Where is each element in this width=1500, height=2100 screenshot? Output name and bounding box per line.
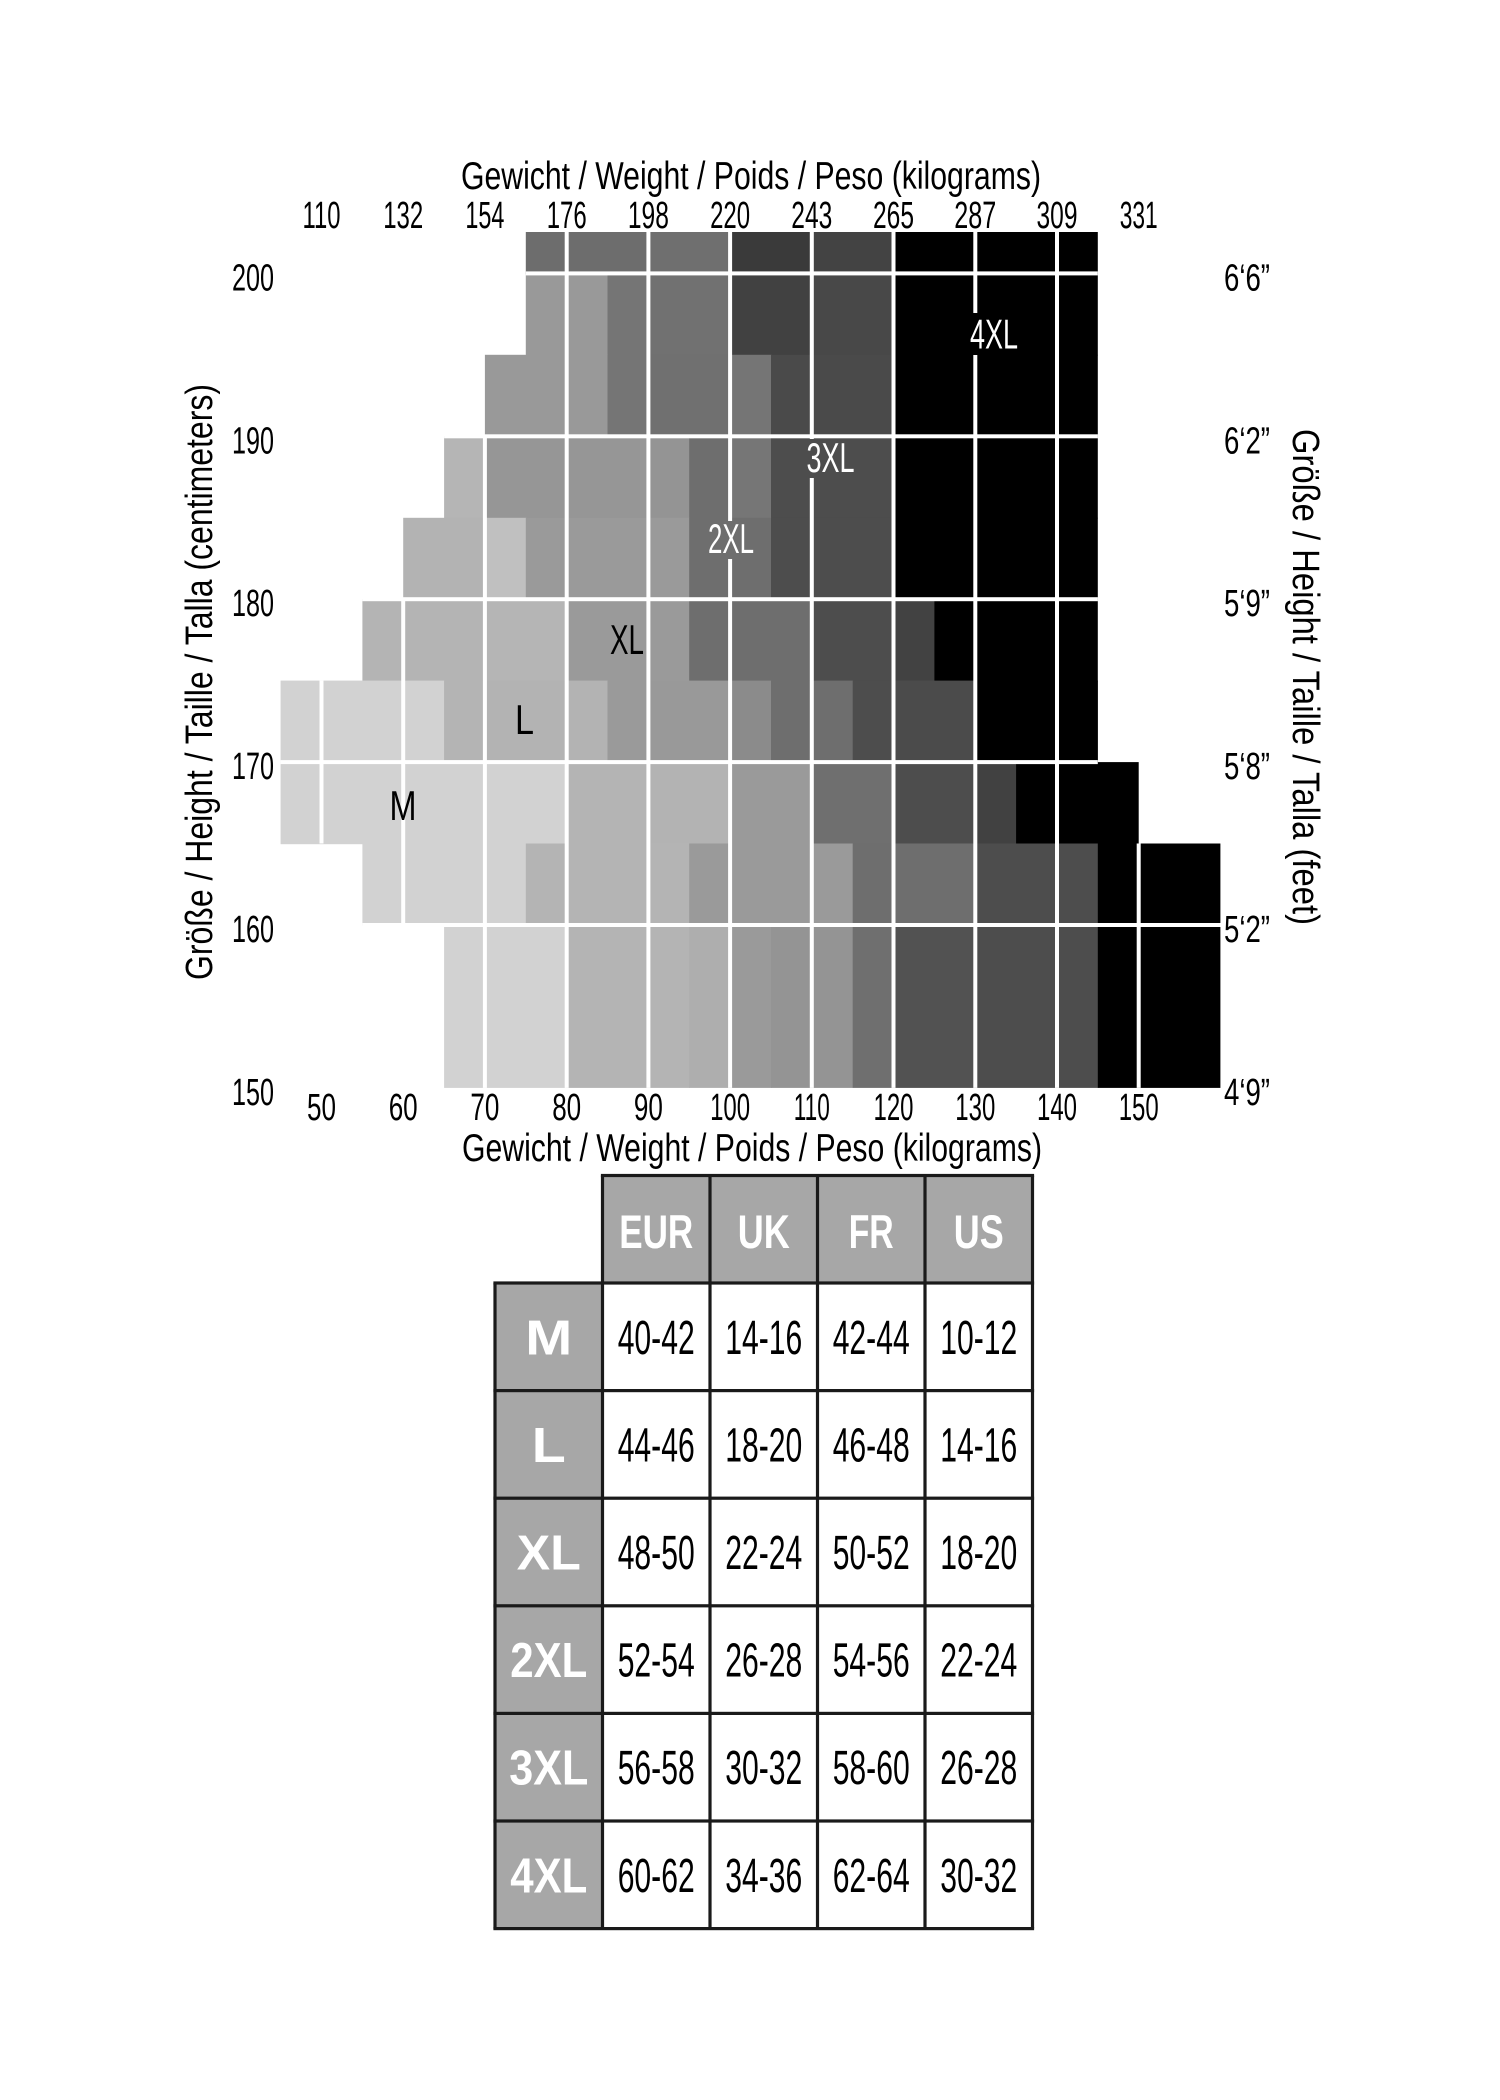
svg-text:190: 190 [232, 420, 274, 462]
svg-text:34-36: 34-36 [725, 1850, 802, 1903]
svg-text:42-44: 42-44 [833, 1312, 910, 1365]
svg-text:UK: UK [738, 1205, 790, 1258]
svg-text:54-56: 54-56 [833, 1635, 910, 1688]
svg-text:XL: XL [517, 1527, 581, 1581]
svg-text:10-12: 10-12 [940, 1312, 1017, 1365]
svg-text:44-46: 44-46 [618, 1419, 695, 1472]
svg-text:140: 140 [1037, 1087, 1077, 1129]
svg-text:309: 309 [1037, 195, 1078, 237]
svg-text:60-62: 60-62 [618, 1850, 695, 1903]
svg-text:50-52: 50-52 [833, 1527, 910, 1580]
svg-text:FR: FR [849, 1205, 894, 1258]
svg-text:14-16: 14-16 [940, 1419, 1017, 1472]
svg-text:5‘9”: 5‘9” [1224, 583, 1270, 625]
svg-text:170: 170 [232, 746, 274, 788]
svg-text:150: 150 [232, 1072, 274, 1114]
svg-text:120: 120 [874, 1087, 914, 1129]
svg-text:30-32: 30-32 [940, 1850, 1017, 1903]
svg-text:58-60: 58-60 [833, 1742, 910, 1795]
svg-text:130: 130 [955, 1087, 995, 1129]
svg-text:M: M [390, 782, 417, 829]
svg-text:14-16: 14-16 [725, 1312, 802, 1365]
svg-text:2XL: 2XL [510, 1634, 587, 1688]
svg-text:180: 180 [232, 583, 274, 625]
svg-text:2XL: 2XL [708, 515, 754, 562]
svg-text:110: 110 [794, 1087, 830, 1129]
svg-text:3XL: 3XL [509, 1742, 588, 1796]
svg-text:4XL: 4XL [970, 311, 1018, 358]
svg-text:90: 90 [634, 1087, 663, 1129]
svg-text:Größe / Height / Taille / Tall: Größe / Height / Taille / Talla (feet) [1284, 429, 1326, 925]
svg-text:48-50: 48-50 [618, 1527, 695, 1580]
svg-text:5‘8”: 5‘8” [1224, 746, 1270, 788]
svg-text:26-28: 26-28 [725, 1635, 802, 1688]
svg-text:70: 70 [470, 1087, 499, 1129]
svg-text:200: 200 [232, 257, 274, 299]
svg-text:3XL: 3XL [807, 434, 855, 481]
svg-text:243: 243 [791, 195, 832, 237]
svg-text:176: 176 [547, 195, 587, 237]
svg-text:50: 50 [307, 1087, 336, 1129]
svg-text:Größe / Height / Taille / Tall: Größe / Height / Taille / Talla (centime… [179, 384, 221, 980]
svg-text:18-20: 18-20 [940, 1527, 1017, 1580]
svg-text:18-20: 18-20 [725, 1419, 802, 1472]
svg-text:198: 198 [628, 195, 669, 237]
svg-text:US: US [954, 1205, 1004, 1258]
svg-text:46-48: 46-48 [833, 1419, 910, 1472]
svg-text:62-64: 62-64 [833, 1850, 910, 1903]
svg-text:EUR: EUR [619, 1205, 693, 1258]
svg-text:22-24: 22-24 [725, 1527, 802, 1580]
svg-text:L: L [515, 696, 534, 743]
svg-text:80: 80 [552, 1087, 581, 1129]
svg-text:40-42: 40-42 [618, 1312, 695, 1365]
svg-text:M: M [525, 1311, 572, 1365]
svg-text:100: 100 [710, 1087, 750, 1129]
svg-text:331: 331 [1120, 195, 1158, 237]
svg-text:26-28: 26-28 [940, 1742, 1017, 1795]
svg-text:110: 110 [303, 195, 341, 237]
svg-text:220: 220 [710, 195, 750, 237]
svg-text:30-32: 30-32 [725, 1742, 802, 1795]
svg-text:60: 60 [389, 1087, 418, 1129]
svg-text:22-24: 22-24 [940, 1635, 1017, 1688]
svg-text:265: 265 [873, 195, 914, 237]
svg-text:L: L [532, 1419, 566, 1473]
svg-text:5‘2”: 5‘2” [1224, 909, 1270, 951]
svg-text:52-54: 52-54 [618, 1635, 695, 1688]
svg-text:6‘2”: 6‘2” [1224, 420, 1270, 462]
svg-text:132: 132 [383, 195, 423, 237]
svg-text:160: 160 [232, 909, 274, 951]
svg-text:150: 150 [1119, 1087, 1159, 1129]
svg-text:Gewicht / Weight / Poids / Pes: Gewicht / Weight / Poids / Peso (kilogra… [461, 155, 1041, 198]
svg-text:154: 154 [465, 195, 504, 237]
svg-text:287: 287 [954, 195, 996, 237]
svg-text:56-58: 56-58 [618, 1742, 695, 1795]
svg-text:Gewicht / Weight / Poids / Pes: Gewicht / Weight / Poids / Peso (kilogra… [462, 1127, 1042, 1170]
svg-text:6‘6”: 6‘6” [1224, 257, 1270, 299]
svg-text:XL: XL [610, 616, 644, 663]
svg-text:4‘9”: 4‘9” [1224, 1072, 1270, 1114]
svg-text:4XL: 4XL [510, 1849, 587, 1903]
